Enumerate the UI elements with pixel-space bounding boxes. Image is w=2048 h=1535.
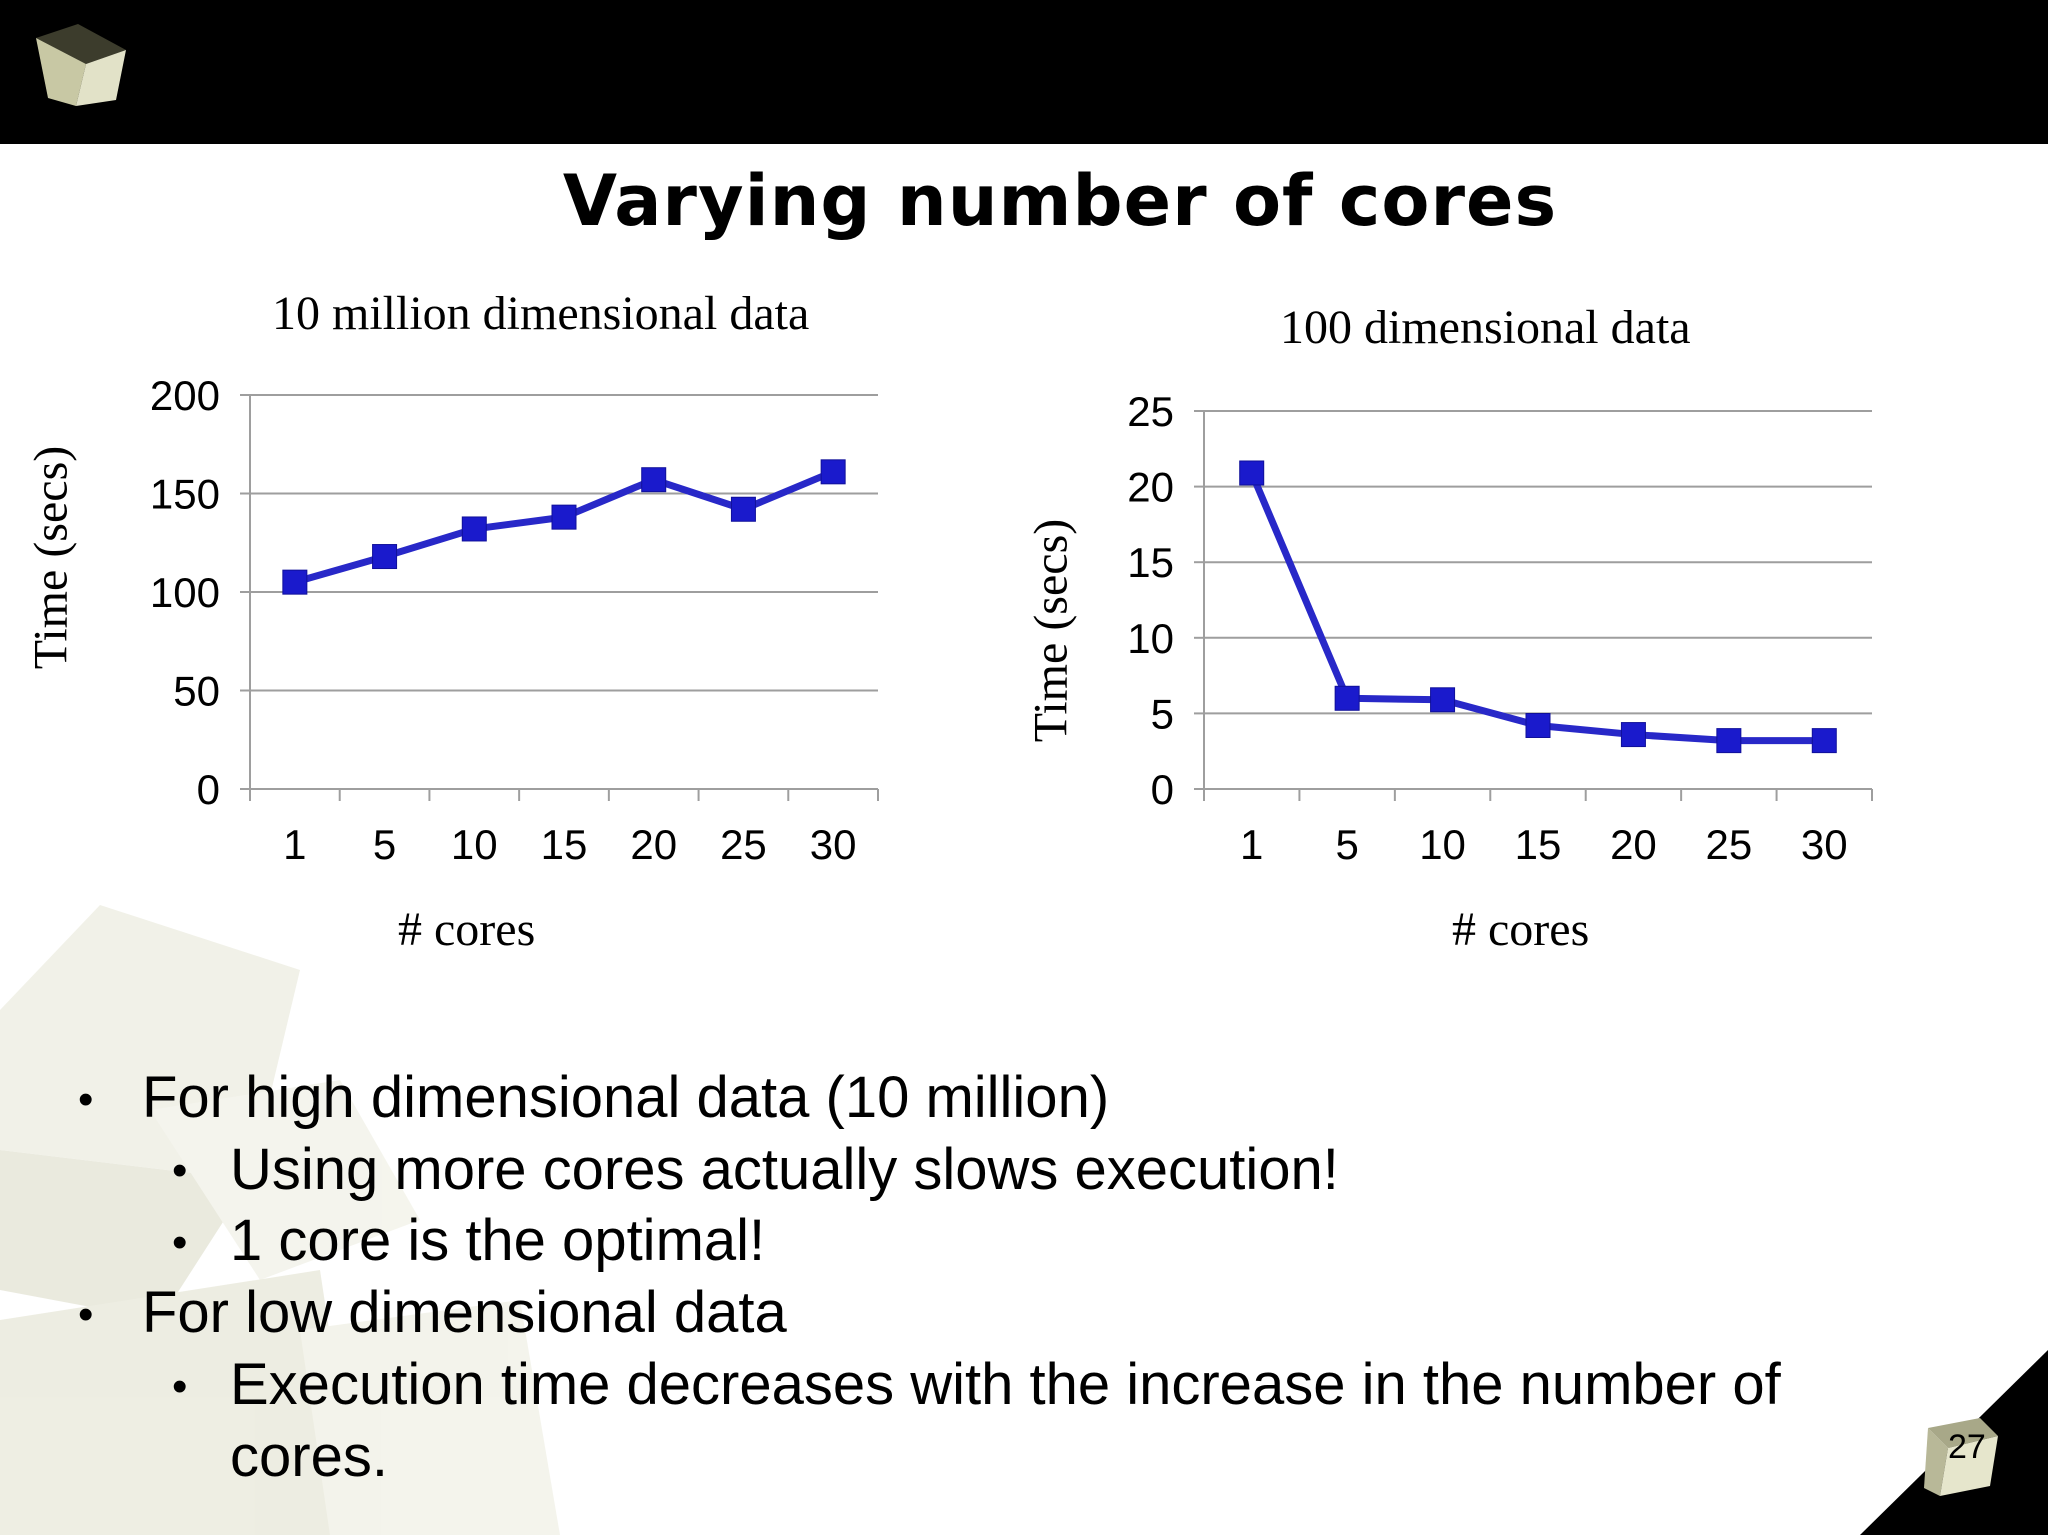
x-tick-label: 30 — [810, 821, 857, 868]
y-tick-label: 50 — [173, 668, 220, 715]
bullet-item: Execution time decreases with the increa… — [230, 1352, 1781, 1417]
y-tick-label: 5 — [1151, 690, 1174, 737]
page-number: 27 — [1948, 1428, 1986, 1466]
y-tick-label: 10 — [1127, 615, 1174, 662]
data-point — [1239, 460, 1265, 486]
x-tick-label: 10 — [1419, 821, 1466, 868]
data-point — [461, 516, 487, 542]
chart2-title: 100 dimensional data — [1280, 301, 1691, 354]
y-tick-label: 20 — [1127, 464, 1174, 511]
x-tick-label: 15 — [1515, 821, 1562, 868]
data-point — [1525, 712, 1551, 738]
bullet-item-continuation: cores. — [230, 1424, 388, 1489]
data-point — [1620, 722, 1646, 748]
bullet-item: Using more cores actually slows executio… — [230, 1137, 1339, 1202]
x-tick-label: 20 — [1610, 821, 1657, 868]
data-point — [820, 459, 846, 485]
background-cubes-icon — [0, 905, 560, 1535]
page-cube-icon — [1924, 1418, 1998, 1496]
logo-cube-icon — [36, 24, 126, 106]
slide-title: Varying number of cores — [562, 160, 1558, 242]
y-tick-label: 150 — [150, 471, 220, 518]
x-tick-label: 25 — [720, 821, 767, 868]
data-point — [372, 544, 398, 570]
bullet-marker: • — [172, 1146, 188, 1195]
x-tick-label: 15 — [541, 821, 588, 868]
x-tick-label: 30 — [1801, 821, 1848, 868]
bullet-marker: • — [172, 1218, 188, 1267]
y-tick-label: 15 — [1127, 539, 1174, 586]
x-tick-label: 10 — [451, 821, 498, 868]
data-point — [551, 504, 577, 530]
bullet-item: For high dimensional data (10 million) — [142, 1065, 1110, 1130]
data-point — [730, 496, 756, 522]
data-point — [1811, 728, 1837, 754]
x-tick-label: 20 — [630, 821, 677, 868]
y-tick-label: 0 — [1151, 766, 1174, 813]
header-bar — [0, 0, 2048, 144]
bullet-marker: • — [78, 1075, 94, 1124]
data-point — [1430, 687, 1456, 713]
data-point — [641, 467, 667, 493]
data-point — [1716, 728, 1742, 754]
y-tick-label: 200 — [150, 372, 220, 419]
chart1-xlabel: # cores — [398, 903, 536, 956]
data-point — [1334, 685, 1360, 711]
y-tick-label: 25 — [1127, 388, 1174, 435]
bullet-item: For low dimensional data — [142, 1280, 787, 1345]
chart1-title: 10 million dimensional data — [272, 287, 810, 340]
x-tick-label: 25 — [1705, 821, 1752, 868]
x-tick-label: 1 — [283, 821, 306, 868]
data-point — [282, 569, 308, 595]
x-tick-label: 5 — [1335, 821, 1358, 868]
bullet-item: 1 core is the optimal! — [230, 1208, 766, 1273]
x-tick-label: 1 — [1240, 821, 1263, 868]
bullet-marker: • — [172, 1362, 188, 1411]
y-tick-label: 0 — [197, 766, 220, 813]
chart2-xlabel: # cores — [1452, 903, 1590, 956]
bullet-marker: • — [78, 1290, 94, 1339]
y-tick-label: 100 — [150, 569, 220, 616]
x-tick-label: 5 — [373, 821, 396, 868]
